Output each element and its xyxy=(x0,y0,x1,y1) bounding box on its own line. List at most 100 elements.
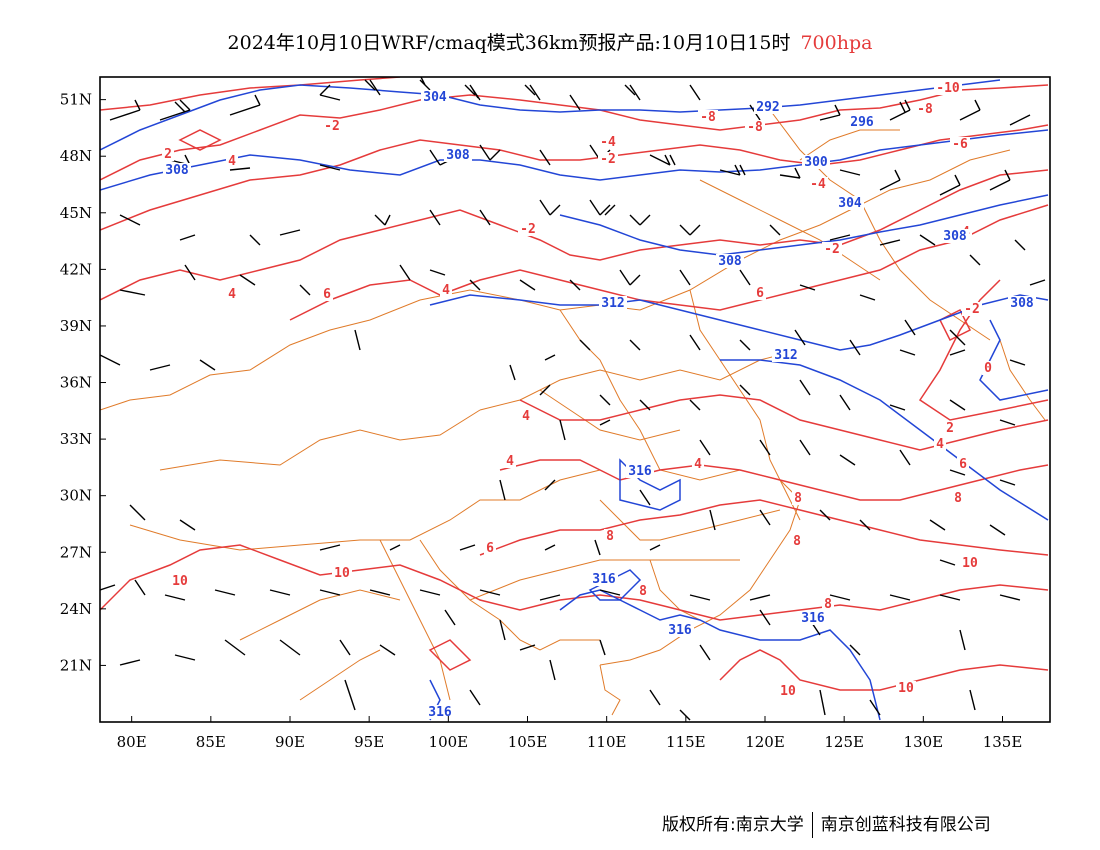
height-contour-label: 308 xyxy=(1010,296,1034,311)
temperature-contour-label: 6 xyxy=(959,457,967,472)
temperature-contour-label-background xyxy=(754,286,766,300)
temperature-contour-label: 4 xyxy=(522,409,530,424)
lat-tick-label: 51N xyxy=(60,91,92,109)
temperature-contour-label: -8 xyxy=(747,120,763,135)
temperature-contour-label-background xyxy=(934,81,962,95)
temperature-contour-label-background xyxy=(322,119,342,133)
temperature-contour-label: 10 xyxy=(780,684,796,699)
temperature-contour-label: -2 xyxy=(964,302,980,317)
footer-divider xyxy=(811,812,813,838)
height-contour-label: 308 xyxy=(446,148,470,163)
temperature-contour-label-background xyxy=(960,556,980,570)
temperature-contour-label-background xyxy=(604,529,616,543)
height-contour-label: 316 xyxy=(628,464,652,479)
temperature-contour-label-background xyxy=(598,135,618,149)
height-contours xyxy=(100,79,1049,721)
height-contour-label-background xyxy=(163,163,191,177)
temperature-contour-label-background xyxy=(440,283,452,297)
temperature-contour-label-background xyxy=(822,242,842,256)
lat-tick-label: 39N xyxy=(60,317,92,335)
temperature-contour-label: -4 xyxy=(600,135,616,150)
temperature-contour-label-background xyxy=(321,287,333,301)
lon-tick-label: 85E xyxy=(196,733,226,751)
temperature-contour-label: 6 xyxy=(486,541,494,556)
lat-tick-label: 30N xyxy=(60,487,92,505)
temperature-contour-label-background xyxy=(950,137,970,151)
temperature-contour-label-background xyxy=(944,421,956,435)
lon-tick-label: 135E xyxy=(983,733,1023,751)
temperature-contour-label: 8 xyxy=(639,584,647,599)
lon-tick-label: 105E xyxy=(508,733,548,751)
lon-tick-label: 130E xyxy=(904,733,944,751)
temperature-contour-label-background xyxy=(226,154,238,168)
temperature-contours xyxy=(100,77,1049,691)
lon-tick-label: 110E xyxy=(587,733,627,751)
height-contour-label: 312 xyxy=(774,348,797,363)
temperature-contour-label: -2 xyxy=(324,119,340,134)
temperature-contour-label-background xyxy=(170,574,190,588)
temperature-contour-label: -6 xyxy=(952,137,968,152)
height-contour-label-background xyxy=(1008,296,1036,310)
temperature-contour-label: 6 xyxy=(756,286,764,301)
temperature-contour-label: 4 xyxy=(936,437,944,452)
height-contour-label: 316 xyxy=(428,705,452,720)
map-frame xyxy=(99,76,1051,723)
temperature-contour-label-background xyxy=(957,457,969,471)
temperature-contour-label: 8 xyxy=(794,491,802,506)
temperature-contour-label-background xyxy=(962,302,982,316)
temperature-contour-label-background xyxy=(982,361,994,375)
lat-tick-label: 48N xyxy=(60,147,92,165)
temperature-contour-label-background xyxy=(934,437,946,451)
height-contour-label-background xyxy=(444,148,472,162)
temperature-contour-label-background xyxy=(915,102,935,116)
height-contour-label-background xyxy=(802,155,830,169)
height-contour-label: 312 xyxy=(601,296,624,311)
temperature-contour-label: 4 xyxy=(228,154,236,169)
temperature-contour-label-background xyxy=(520,409,532,423)
lat-tick-label: 36N xyxy=(60,374,92,392)
temperature-contour-label-background xyxy=(791,534,803,548)
temperature-contour-label-background xyxy=(822,597,834,611)
temperature-contour-label: 4 xyxy=(694,457,702,472)
temperature-contour-label: 4 xyxy=(228,287,236,302)
temperature-contour-label-background xyxy=(745,120,765,134)
temperature-contour-label: 8 xyxy=(606,529,614,544)
temperature-contour-label-background xyxy=(637,584,649,598)
temperature-contour-label: -2 xyxy=(520,222,536,237)
height-contour-label: 304 xyxy=(838,196,862,211)
height-contour-label-background xyxy=(754,100,782,114)
temperature-contour-label: -8 xyxy=(917,102,933,117)
lon-tick-label: 95E xyxy=(354,733,384,751)
height-contour-label: 292 xyxy=(756,100,779,115)
height-contour-label-background xyxy=(941,229,969,243)
temperature-contour-label-background xyxy=(698,110,718,124)
temperature-contour-label-background xyxy=(504,454,516,468)
temperature-contour-label-background xyxy=(598,152,618,166)
temperature-contour-label: 10 xyxy=(334,566,350,581)
height-contour-label-background xyxy=(626,464,654,478)
lat-tick-label: 21N xyxy=(60,656,92,674)
lat-tick-label: 45N xyxy=(60,204,92,222)
height-contour-label-background xyxy=(716,254,744,268)
lon-tick-label: 125E xyxy=(824,733,864,751)
height-contour-label-background xyxy=(599,296,627,310)
height-contour-label: 296 xyxy=(850,115,874,130)
temperature-contour-label: -2 xyxy=(824,242,840,257)
temperature-contour-label: -8 xyxy=(700,110,716,125)
temperature-contour-label: -10 xyxy=(936,81,960,96)
lat-tick-label: 27N xyxy=(60,543,92,561)
lat-tick-label: 24N xyxy=(60,600,92,618)
temperature-contour-label-background xyxy=(332,566,352,580)
temperature-contour-label: -4 xyxy=(810,177,826,192)
height-contour-label-background xyxy=(836,196,864,210)
wind-barbs xyxy=(100,77,1046,721)
map-title: 2024年10月10日WRF/cmaq模式36km预报产品:10月10日15时 7… xyxy=(0,28,1100,55)
temperature-contour-label-background xyxy=(792,491,804,505)
temperature-contour-label-background xyxy=(952,491,964,505)
lon-tick-label: 80E xyxy=(117,733,147,751)
temperature-contour-label-background xyxy=(518,222,538,236)
height-contour-label: 304 xyxy=(423,90,447,105)
temperature-contour-label-background xyxy=(808,177,828,191)
lon-tick-label: 115E xyxy=(666,733,706,751)
